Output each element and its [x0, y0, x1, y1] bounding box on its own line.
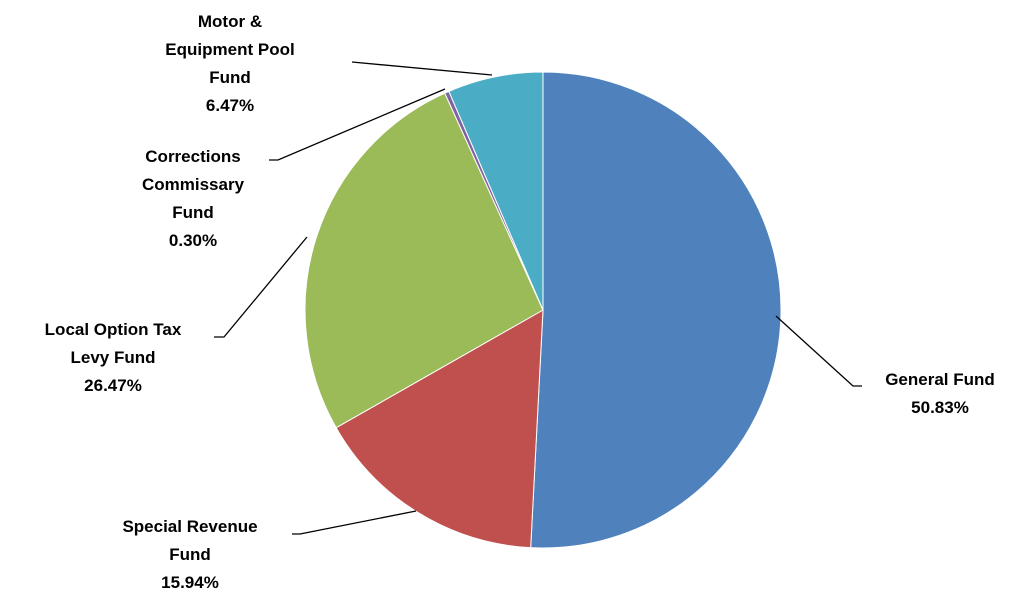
category-name: Special Revenue Fund: [122, 517, 258, 564]
slice-label: Special Revenue Fund 15.94%: [115, 513, 265, 597]
pie-slice: [448, 71, 544, 311]
value-label: 15.94%: [161, 573, 219, 592]
slice-label: Local Option Tax Levy Fund 26.47%: [36, 316, 191, 400]
leader-line: [775, 315, 862, 387]
leader-line: [292, 510, 417, 535]
category-name: Motor & Equipment Pool Fund: [165, 12, 295, 87]
category-name: General Fund: [885, 370, 995, 389]
value-label: 26.47%: [84, 376, 142, 395]
value-label: 50.83%: [911, 398, 969, 417]
slice-label: Motor & Equipment Pool Fund 6.47%: [160, 8, 300, 120]
leader-line: [269, 88, 446, 161]
slice-label: Corrections Commissary Fund 0.30%: [136, 143, 251, 255]
category-name: Corrections Commissary Fund: [141, 147, 245, 222]
pie-slice: [530, 71, 782, 549]
pie-slice: [335, 309, 544, 549]
pie-slice: [304, 92, 544, 429]
value-label: 0.30%: [168, 231, 218, 250]
slice-label: General Fund 50.83%: [865, 366, 1015, 422]
leader-line: [214, 236, 308, 338]
leader-line: [351, 61, 493, 76]
value-label: 6.47%: [205, 96, 255, 115]
category-name: Local Option Tax Levy Fund: [44, 320, 182, 367]
